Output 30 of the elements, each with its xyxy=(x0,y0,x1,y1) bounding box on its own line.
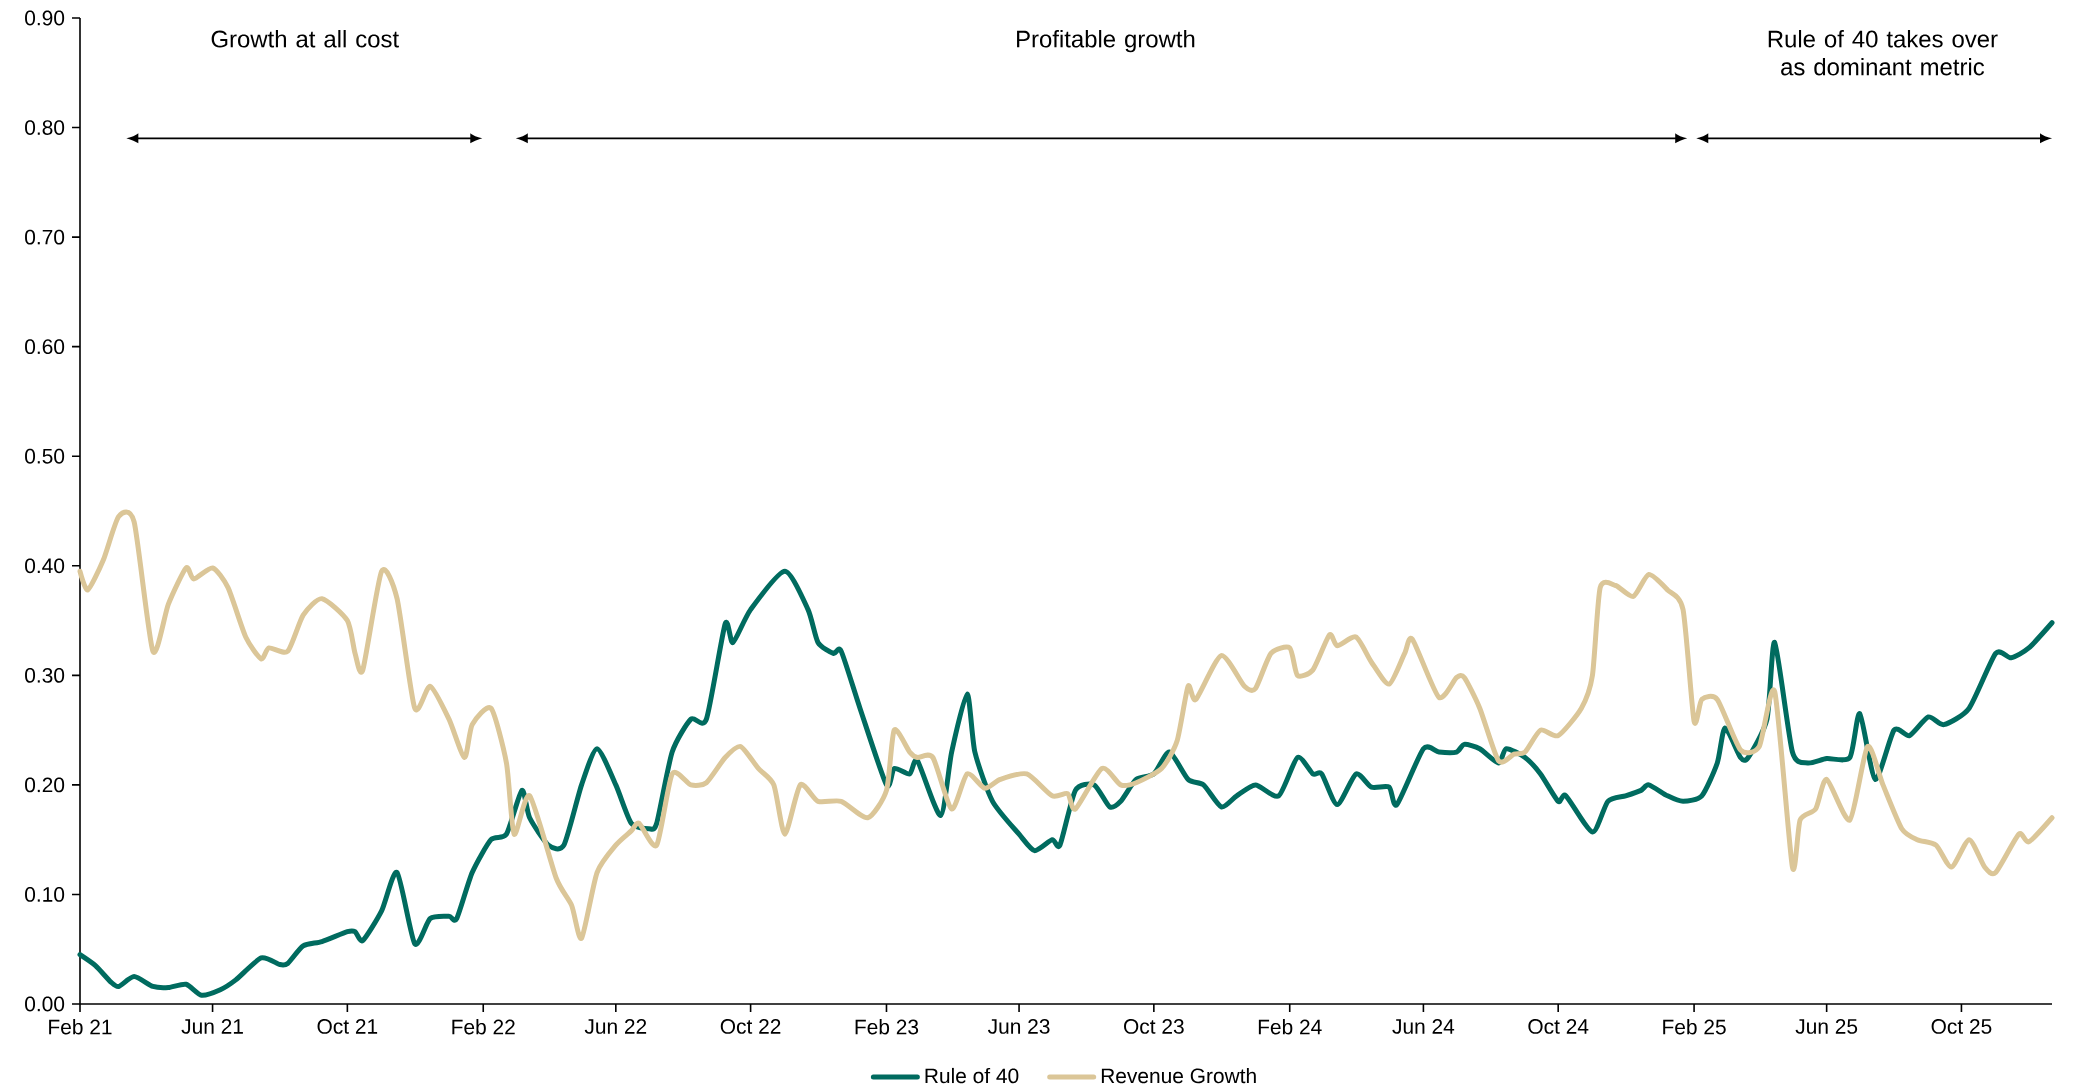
x-tick-label: Oct 24 xyxy=(1528,1019,1589,1034)
x-tick-label: Feb 22 xyxy=(452,1019,515,1035)
y-tick-label: 0.90 xyxy=(25,10,65,26)
x-tick-label: Feb 24 xyxy=(1258,1019,1322,1035)
x-tick-label: Jun 23 xyxy=(987,1019,1050,1034)
x-tick-label: Feb 25 xyxy=(1663,1019,1726,1035)
x-tick-label: Jun 21 xyxy=(181,1019,243,1034)
y-tick-label: 0.10 xyxy=(25,887,65,902)
y-tick-label: 0.40 xyxy=(25,558,65,574)
annotation: Growth at all cost xyxy=(211,30,399,48)
x-tick-label: Jun 25 xyxy=(1795,1019,1858,1034)
x-tick-label: Feb 23 xyxy=(855,1019,919,1035)
x-tick-label: Oct 22 xyxy=(720,1019,781,1034)
y-tick-label: 0.60 xyxy=(25,339,65,355)
annotation: Profitable growth xyxy=(1017,30,1195,53)
x-tick-label: Oct 25 xyxy=(1931,1019,1992,1034)
y-tick-label: 0.50 xyxy=(25,448,65,464)
x-tick-label: Oct 23 xyxy=(1124,1019,1184,1034)
x-tick-label: Oct 21 xyxy=(317,1019,378,1034)
y-tick-label: 0.70 xyxy=(25,229,65,245)
x-tick-label: Jun 24 xyxy=(1392,1019,1455,1034)
y-tick-label: 0.20 xyxy=(25,777,65,793)
legend-label: Rule of 40 xyxy=(925,1067,1019,1084)
legend-label: Revenue Growth xyxy=(1101,1067,1256,1084)
y-tick-label: 0.30 xyxy=(25,667,65,683)
x-tick-label: Jun 22 xyxy=(584,1019,647,1034)
x-tick-label: Feb 21 xyxy=(49,1019,112,1035)
y-tick-label: 0.80 xyxy=(25,120,65,135)
annotation: Rule of 40 takes over as dominant metric xyxy=(1768,30,1998,76)
y-tick-label: 0.00 xyxy=(25,996,65,1012)
